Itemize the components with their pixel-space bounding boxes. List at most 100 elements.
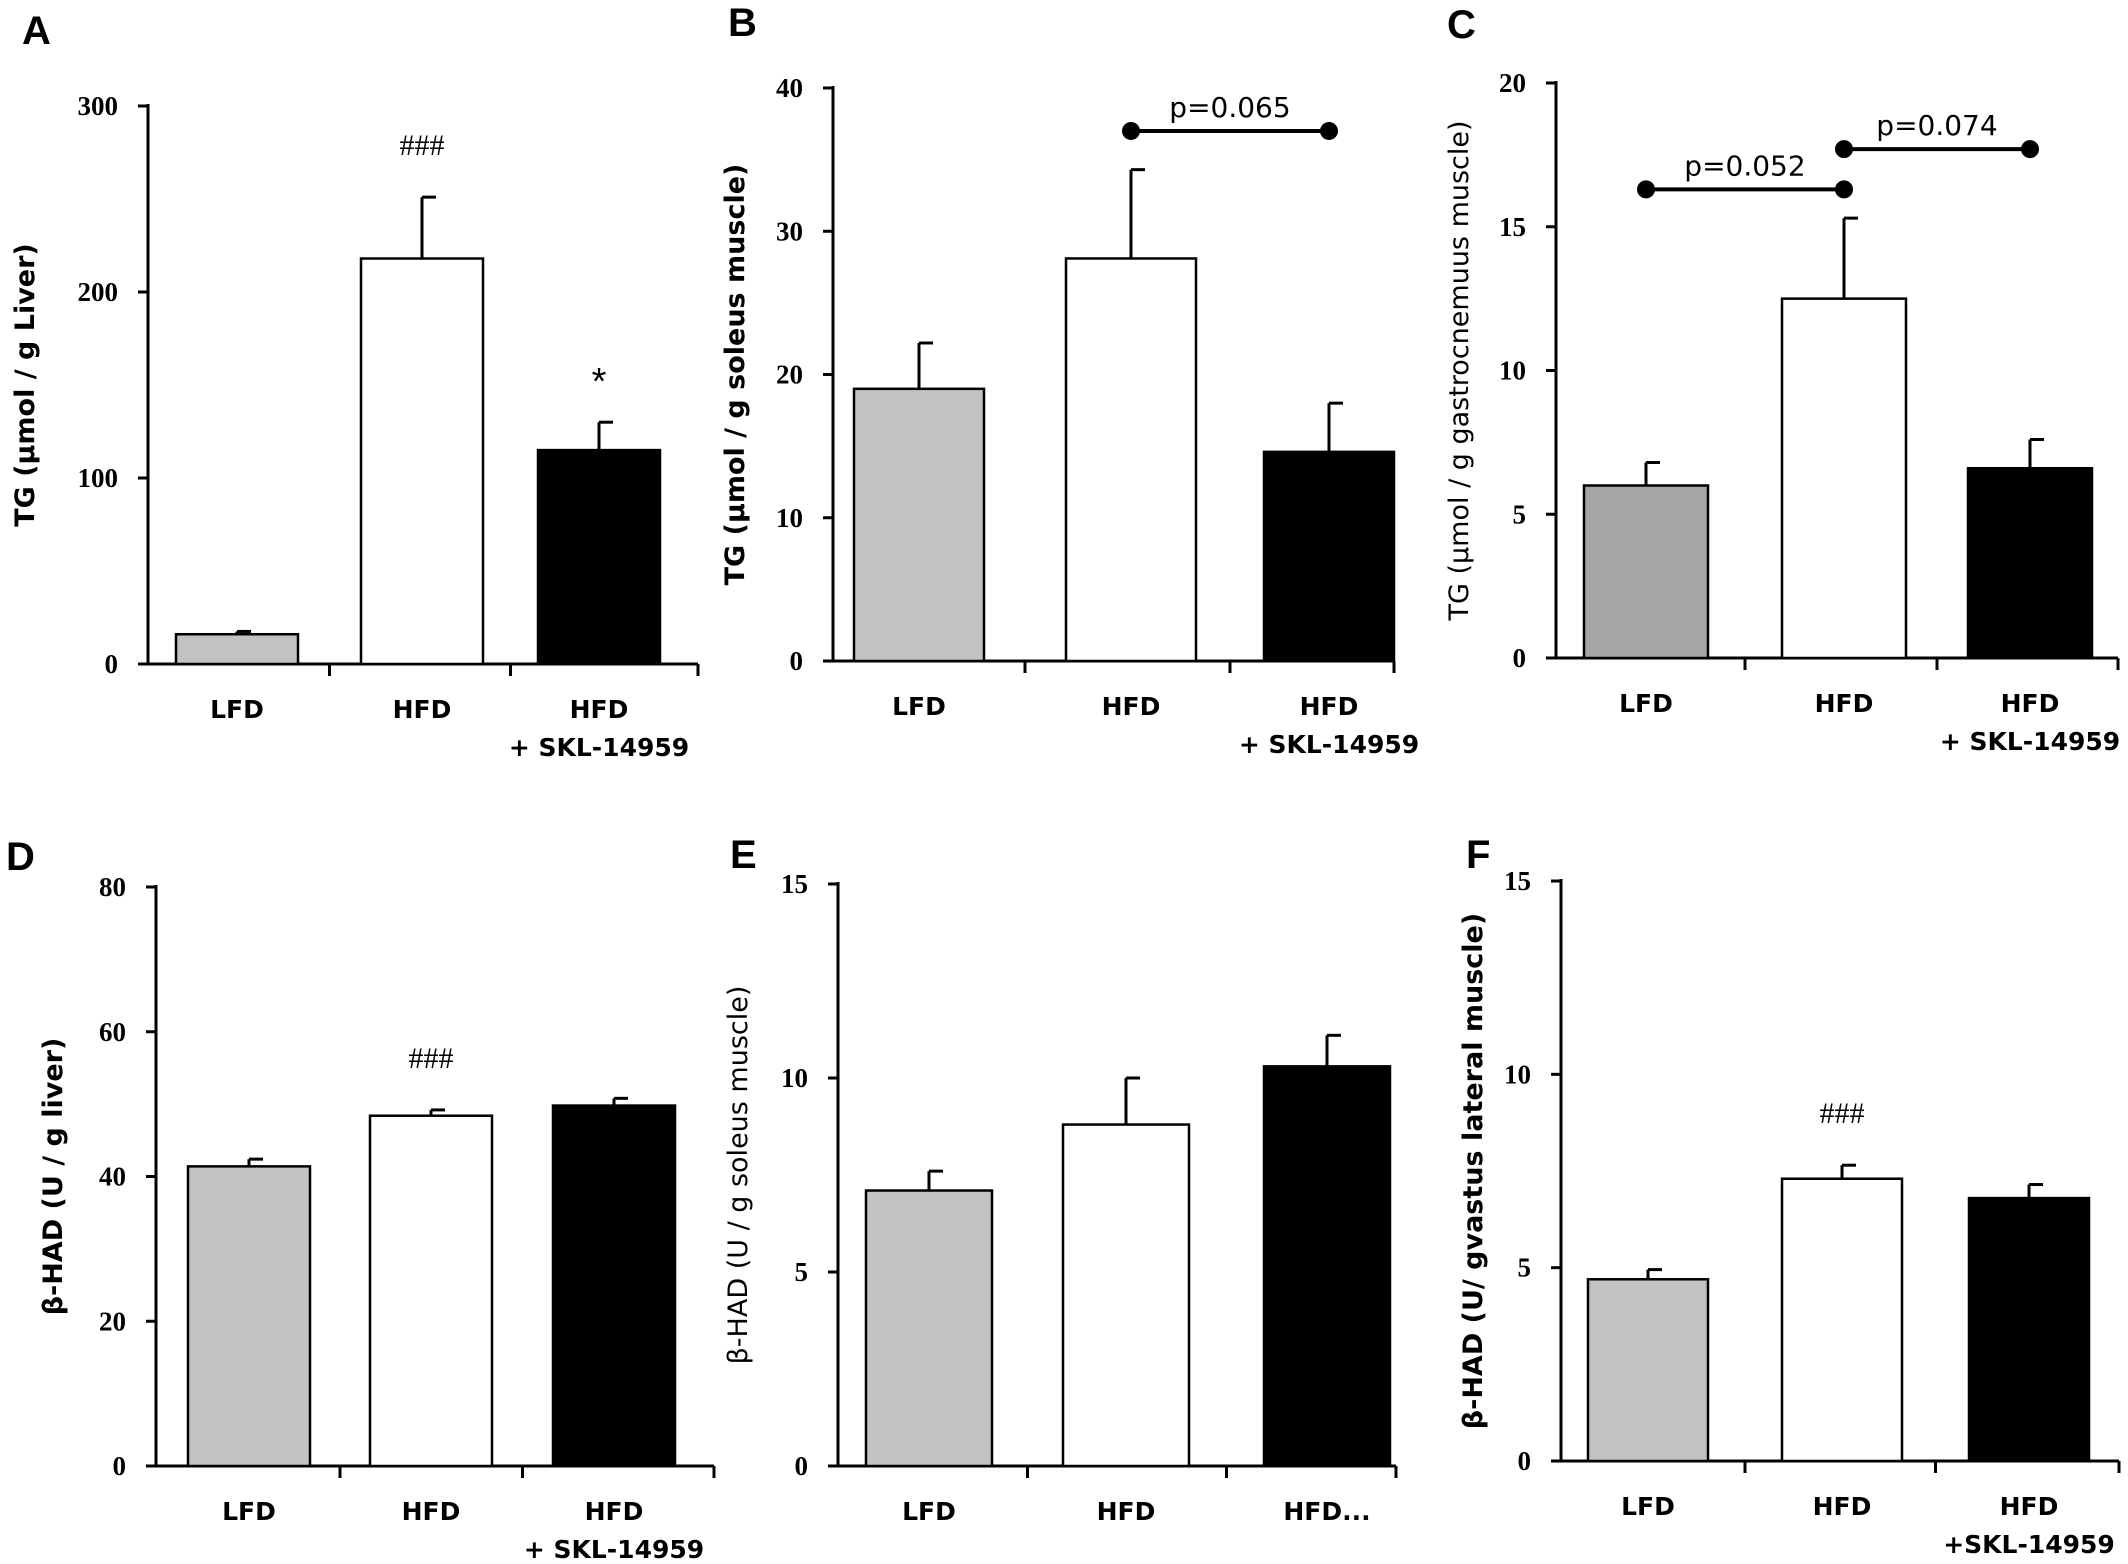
comparison-bracket-end [1637, 180, 1655, 199]
y-tick-label: 60 [99, 1017, 126, 1047]
panel-letter: B [728, 1, 757, 45]
bar-hfd- [1262, 1065, 1392, 1468]
y-axis-label: β-HAD (U / g soleus muscle) [723, 986, 754, 1365]
significance-annotation: * [592, 361, 607, 403]
bar-hfd-skl-14959 [1262, 450, 1396, 663]
bar-hfd [359, 257, 485, 666]
y-tick-label: 0 [105, 649, 119, 679]
category-label: LFD [1619, 689, 1673, 718]
category-label: +SKL-14959 [1943, 1530, 2115, 1559]
panel-b: B 0 10 20 30 40 LFD HFD HFD + SKL-14959 p=0.065 TG … [720, 1, 1419, 759]
bar-hfd [368, 1114, 494, 1468]
bar-lfd [1582, 484, 1710, 660]
panel-letter: E [730, 833, 757, 877]
category-label: HFD [1097, 1497, 1156, 1526]
y-tick-label: 5 [1518, 1253, 1532, 1283]
p-value-label: p=0.065 [1169, 91, 1290, 124]
category-label: HFD [1813, 1492, 1872, 1521]
bar-lfd [852, 387, 986, 663]
y-tick-label: 0 [790, 646, 804, 676]
category-label: + SKL-14959 [1239, 730, 1419, 759]
comparison-bracket-end [1835, 140, 1853, 159]
bar-lfd [1586, 1278, 1710, 1463]
category-label: HFD... [1283, 1497, 1370, 1526]
y-tick-label: 10 [1499, 356, 1526, 386]
comparison-bracket-end [1320, 121, 1338, 140]
y-tick-label: 10 [1504, 1059, 1531, 1089]
category-label: HFD [2001, 689, 2060, 718]
category-label: LFD [902, 1497, 956, 1526]
category-label: + SKL-14959 [1940, 727, 2120, 756]
bar-hfd-skl-14959 [1967, 1196, 2091, 1463]
bar-hfd [1780, 1177, 1904, 1463]
y-tick-label: 10 [781, 1063, 808, 1093]
category-label: HFD [570, 695, 629, 724]
category-label: + SKL-14959 [524, 1535, 704, 1564]
y-tick-label: 30 [776, 216, 803, 246]
category-label: LFD [1621, 1492, 1675, 1521]
y-tick-label: 20 [99, 1306, 126, 1336]
y-tick-label: 80 [99, 872, 126, 902]
y-tick-label: 15 [781, 869, 808, 899]
panel-f: F 0 5 10 15 LFD HFD HFD +SKL-14959 ### β-HAD (U/ g… [1458, 833, 2121, 1559]
bar-lfd [174, 632, 300, 666]
y-tick-label: 20 [776, 360, 803, 390]
y-tick-label: 40 [776, 73, 803, 103]
y-tick-label: 40 [99, 1162, 126, 1192]
category-label: LFD [210, 695, 264, 724]
category-label: HFD [1815, 689, 1874, 718]
y-tick-label: 10 [776, 503, 803, 533]
significance-annotation: ### [409, 1042, 454, 1075]
category-label: HFD [402, 1497, 461, 1526]
y-tick-label: 300 [78, 91, 119, 121]
panel-a: A 0 100 200 300 LFD HFD HFD + SKL-14959 ### * TG (μ… [10, 9, 700, 762]
category-label: HFD [585, 1497, 644, 1526]
category-label: HFD [2000, 1492, 2059, 1521]
comparison-bracket-end [1122, 121, 1140, 140]
bar-lfd [864, 1189, 994, 1468]
y-tick-label: 0 [795, 1451, 809, 1481]
p-value-label: p=0.074 [1876, 109, 1997, 142]
panel-letter: D [6, 835, 35, 879]
panel-letter: F [1466, 833, 1490, 877]
category-label: HFD [1102, 692, 1161, 721]
y-tick-label: 0 [1513, 643, 1527, 673]
y-tick-label: 100 [78, 463, 119, 493]
y-axis-label: TG (μmol / g soleus muscle) [720, 164, 751, 586]
y-tick-label: 15 [1499, 212, 1526, 242]
y-tick-label: 20 [1499, 68, 1526, 98]
bar-hfd [1780, 297, 1908, 660]
bar-hfd-skl-14959 [1966, 467, 2094, 660]
panel-d: D 0 20 40 60 80 LFD HFD HFD + SKL-14959 ### β-HAD (… [6, 835, 716, 1564]
panel-letter: A [22, 9, 51, 53]
panel-c: C 0 5 10 15 20 LFD HFD HFD + SKL-14959 p=0.052 p=0.… [1444, 3, 2120, 756]
bar-hfd-skl-14959 [551, 1104, 677, 1468]
category-label: LFD [892, 692, 946, 721]
y-tick-label: 5 [795, 1257, 809, 1287]
panel-e: E 0 5 10 15 LFD HFD HFD... β-HAD (U / g soleus m… [723, 833, 1398, 1526]
y-tick-label: 0 [1518, 1446, 1532, 1476]
y-axis-label: β-HAD (U / g liver) [38, 1038, 69, 1316]
comparison-bracket-end [1835, 180, 1853, 199]
significance-annotation: ### [1820, 1097, 1865, 1130]
y-axis-label: β-HAD (U/ gvastus lateral muscle) [1458, 913, 1489, 1429]
bar-hfd [1064, 257, 1198, 663]
bar-lfd [186, 1165, 312, 1468]
bar-hfd [1061, 1123, 1191, 1468]
y-axis-label: TG (μmol / g gastrocnemuus muscle) [1444, 120, 1475, 621]
y-tick-label: 5 [1513, 499, 1527, 529]
y-tick-label: 0 [113, 1451, 127, 1481]
y-tick-label: 15 [1504, 866, 1531, 896]
category-label: + SKL-14959 [509, 733, 689, 762]
panel-letter: C [1447, 3, 1476, 47]
significance-annotation: ### [400, 129, 445, 162]
category-label: HFD [1300, 692, 1359, 721]
p-value-label: p=0.052 [1684, 149, 1805, 182]
comparison-bracket-end [2021, 140, 2039, 159]
y-tick-label: 200 [78, 277, 119, 307]
bar-hfd-skl-14959 [536, 448, 662, 666]
category-label: LFD [222, 1497, 276, 1526]
y-axis-label: TG (μmol / g Liver) [10, 243, 41, 527]
category-label: HFD [393, 695, 452, 724]
